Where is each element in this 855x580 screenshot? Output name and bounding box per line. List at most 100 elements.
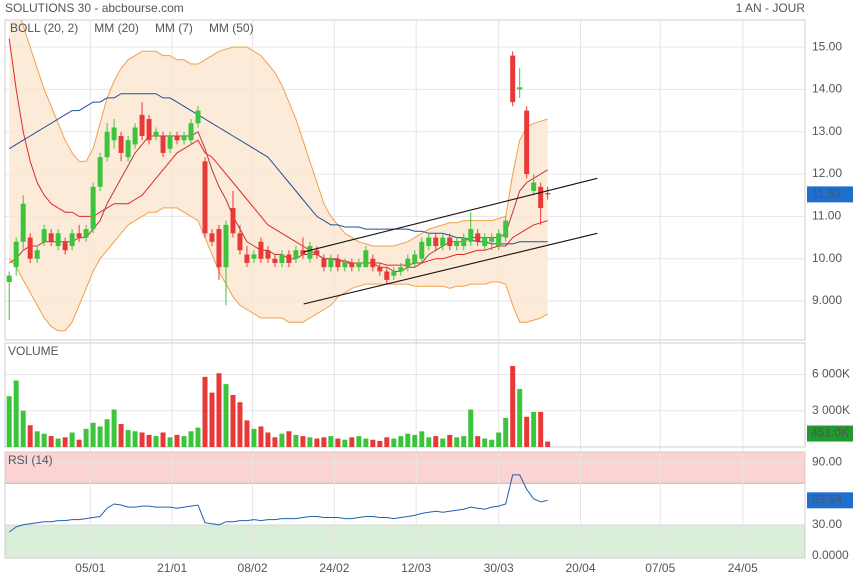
candle-body: [139, 114, 145, 136]
candle-body: [377, 267, 383, 272]
volume-bar: [384, 437, 390, 447]
candle-body: [496, 233, 502, 247]
volume-bar: [139, 432, 145, 447]
candle-body: [405, 258, 411, 268]
candle-body: [76, 233, 82, 238]
volume-bar: [524, 416, 530, 447]
candle-body: [503, 220, 509, 238]
volume-bar: [412, 434, 418, 447]
last-value: 11.52: [812, 187, 841, 201]
volume-bar: [69, 432, 75, 447]
volume-bar: [286, 431, 292, 447]
candle-body: [370, 258, 376, 268]
candle-body: [174, 135, 180, 141]
candle-body: [524, 110, 530, 175]
x-tick-label: 20/04: [566, 561, 596, 575]
candle-body: [265, 250, 271, 259]
candle-body: [482, 237, 488, 247]
candle-body: [167, 135, 173, 149]
volume-bar: [545, 441, 551, 447]
candle-body: [146, 119, 152, 141]
candle-body: [426, 237, 432, 247]
y-tick-label: 14.00: [812, 82, 842, 96]
candle-body: [335, 258, 341, 268]
candle-body: [468, 229, 474, 242]
volume-bar: [496, 432, 502, 447]
y-tick-label: 11.00: [812, 209, 841, 223]
last-value: 53.54: [812, 492, 842, 506]
chart-title: SOLUTIONS 30 - abcbourse.com: [5, 1, 184, 15]
volume-bar: [405, 433, 411, 447]
volume-bar: [314, 438, 320, 447]
volume-bar: [132, 431, 138, 447]
volume-bar: [209, 392, 215, 447]
candle-body: [153, 131, 159, 136]
last-value-box: [807, 492, 853, 509]
volume-bar: [300, 436, 306, 447]
rsi-line: [8, 474, 548, 533]
volume-bar: [265, 432, 271, 447]
candle-body: [454, 241, 460, 247]
candle-body: [55, 233, 61, 247]
pane-frame: [4, 451, 806, 559]
volume-bar: [97, 426, 103, 447]
candle-body: [6, 275, 12, 283]
volume-bar: [48, 436, 54, 447]
y-tick-label: 10.00: [812, 251, 842, 265]
pane-frame: [4, 342, 806, 448]
volume-bar: [461, 436, 467, 447]
x-tick-label: 07/05: [645, 561, 675, 575]
candle-body: [398, 267, 404, 272]
candle-body: [202, 161, 208, 234]
volume-bar: [426, 437, 432, 447]
volume-bar: [398, 436, 404, 447]
volume-bar: [482, 438, 488, 447]
candle-body: [489, 237, 495, 242]
volume-bar: [377, 440, 383, 447]
pane-title: VOLUME: [8, 344, 59, 358]
candle-body: [342, 262, 348, 268]
volume-bar: [356, 436, 362, 447]
volume-bar: [279, 433, 285, 447]
volume-bar: [188, 431, 194, 447]
candle-body: [517, 87, 523, 90]
candle-body: [125, 140, 131, 158]
bollinger-band: [9, 20, 548, 331]
candle-body: [349, 262, 355, 268]
volume-bar: [475, 436, 481, 447]
candle-body: [510, 55, 516, 103]
y-tick-label: 12.00: [812, 166, 842, 180]
candle-body: [531, 182, 537, 192]
y-tick-label: 6 000K: [812, 367, 850, 381]
candle-body: [244, 254, 250, 263]
volume-bar: [251, 428, 257, 447]
x-tick-label: 30/03: [484, 561, 514, 575]
candle-body: [83, 229, 89, 238]
candle-body: [48, 233, 54, 242]
period-label: 1 AN - JOUR: [736, 1, 806, 15]
candle-body: [111, 127, 117, 141]
volume-bar: [62, 437, 68, 447]
candle-body: [223, 224, 229, 268]
volume-bar: [20, 410, 26, 447]
bollinger-line: [20, 20, 548, 247]
candle-body: [307, 246, 313, 259]
y-tick-label: 90.00: [812, 455, 842, 469]
pane-frame: [4, 19, 806, 341]
trend-line: [303, 177, 598, 253]
candle-body: [230, 207, 236, 234]
volume-bar: [34, 431, 40, 447]
volume-bar: [27, 425, 33, 447]
candle-body: [13, 241, 19, 268]
y-tick-label: 0.0000: [812, 548, 849, 562]
volume-bar: [230, 395, 236, 447]
y-tick-label: 9.000: [812, 293, 842, 307]
volume-bar: [440, 438, 446, 447]
moving-average: [8, 38, 548, 266]
candle-body: [475, 233, 481, 242]
candle-body: [132, 127, 138, 145]
candle-body: [356, 262, 362, 268]
legend-entry: MM (7): [155, 21, 193, 35]
legend-entry: MM (50): [209, 21, 254, 35]
